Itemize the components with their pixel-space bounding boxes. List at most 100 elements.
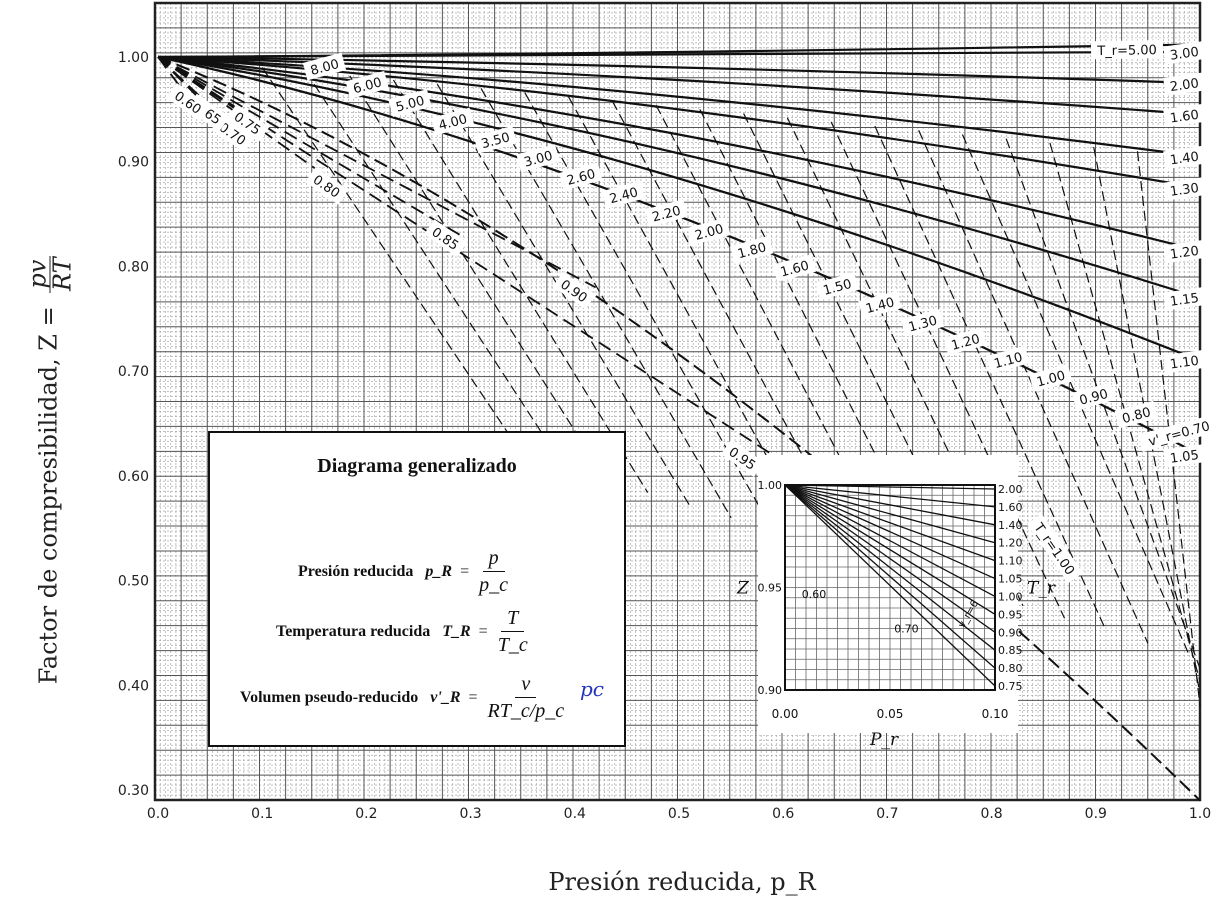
tr-label-text: 1.20: [1169, 244, 1200, 263]
vr-label: 2.60: [559, 162, 603, 191]
temperature-curve: [157, 55, 1201, 158]
pressure-label: Presión reducida: [298, 562, 414, 580]
inset-tr-line: [784, 484, 996, 508]
y-tick-label: 0.40: [118, 678, 149, 694]
vr-label-bg: [516, 144, 560, 173]
y-tick-label: 0.70: [118, 364, 149, 380]
inset-tr-label: 1.05: [998, 573, 1023, 586]
temperature-curve: [157, 56, 597, 289]
vr-label-bg: [1029, 364, 1073, 392]
vr-label-text: 1.20: [950, 332, 982, 354]
temperature-curve: [157, 55, 1201, 456]
y-axis-title: Factor de compresibilidad, Z = pv RT: [24, 240, 77, 700]
inset-x-tick: 0.05: [877, 707, 904, 721]
x-axis-title: Presión reducida, p_R: [548, 868, 816, 896]
vr-label: 1.30: [900, 309, 945, 337]
vr-label-text: 2.40: [608, 185, 640, 207]
vr-label: 2.20: [644, 199, 688, 227]
vr-label-text: 5.00: [394, 94, 426, 116]
volume-symbol: v'_R: [430, 688, 461, 706]
tr-label-bg: [166, 83, 210, 121]
tr-label: 1.30: [1163, 177, 1206, 201]
vr-label-bg: [388, 89, 432, 118]
pseudo-volume-line: [436, 83, 690, 506]
inset-tr-label: 2.00: [998, 483, 1023, 496]
vr-label-bg: [1137, 413, 1220, 453]
tr-label-bg: [424, 219, 468, 258]
inset-tr-line: [784, 484, 996, 544]
tr-label-text: 1.40: [1169, 150, 1200, 169]
tr-label-bg: [1163, 145, 1206, 170]
temperature-curve: [157, 56, 774, 456]
vr-label: 3.50: [473, 125, 517, 154]
y-tick-label: 0.50: [118, 574, 149, 590]
inset-tr-label: 0.95: [998, 608, 1023, 621]
inset-tr-label: 1.00: [998, 590, 1023, 603]
vr-label-text: 1.10: [992, 350, 1024, 372]
inset-frame: [784, 484, 996, 691]
inset-tr-label: 0.90: [998, 626, 1023, 639]
temperature-label: Temperatura reducida: [276, 622, 431, 640]
temperature-curves: [157, 43, 1201, 802]
inset-tr-line: [784, 484, 996, 526]
pseudo-volume-line: [261, 67, 524, 456]
vr-label-bg: [943, 327, 987, 356]
vr-label-text: 2.20: [651, 204, 683, 226]
volume-label: Volumen pseudo-reducido: [240, 688, 419, 706]
inset-x-title: P_r: [869, 730, 899, 750]
inset-tr-label: 1.40: [998, 519, 1023, 532]
pseudo-volume-line: [305, 71, 565, 468]
tr-label: 1.10: [1163, 349, 1206, 374]
tr-label-text: 1.15: [1169, 291, 1200, 310]
vr-label: 1.60: [772, 254, 817, 282]
vr-label: 1.20: [943, 327, 987, 356]
temperature-curve: [157, 56, 211, 110]
tr-label-bg: [1163, 103, 1206, 128]
tr-label: 1.05: [1163, 444, 1206, 468]
x-tick-label: 0.7: [876, 806, 898, 822]
vr-label-text: 1.50: [822, 277, 854, 299]
vr-label: 2.40: [601, 180, 646, 209]
vr-label: 3.00: [516, 144, 560, 173]
tr-label: 1.60: [1163, 103, 1206, 128]
vr-label-bg: [687, 217, 731, 246]
inset-tr-label: 0.80: [998, 662, 1023, 675]
tr-label-bg: [1026, 513, 1083, 584]
vr-label: 8.00: [302, 52, 347, 81]
tr-label-bg: [1163, 72, 1206, 96]
plot-frame: [153, 1, 1202, 802]
x-tick-label: 0.6: [772, 806, 794, 822]
curve-labels: T_r=5.00 3.00 2.00 1.60 1.40 1.30 1.20 1.15 1.10…: [166, 39, 1220, 584]
x-tick-label: 0.2: [355, 806, 377, 822]
inset-label: 0.70: [894, 623, 919, 636]
inset-right-title: T_r: [1027, 579, 1056, 599]
pseudo-volume-line: [392, 79, 649, 493]
pseudo-volume-line: [961, 134, 1191, 657]
inset-tr-line: [784, 484, 996, 687]
tr-label: 1.20: [1163, 240, 1206, 264]
temperature-curve: [157, 55, 1201, 362]
temperature-curve: [157, 55, 1201, 85]
vr-label-bg: [302, 52, 347, 81]
tr-label-bg: [721, 439, 765, 477]
pseudo-volume-line: [1005, 138, 1201, 669]
temperature-curve: [157, 50, 1201, 59]
inset-tr-label: 0.85: [998, 644, 1023, 657]
inset-y-tick: 0.90: [758, 684, 783, 697]
tr-label-bg: [1163, 41, 1206, 65]
vr-label-text: 8.00: [309, 57, 341, 79]
volume-num: v: [515, 671, 537, 698]
tr-label-text: 2.00: [1169, 76, 1200, 95]
vr-label: 2.00: [687, 217, 731, 246]
tr-label-text: 3.00: [1169, 45, 1200, 64]
x-tick-label: 0.4: [564, 806, 586, 822]
pressure-fraction: p p_c: [479, 545, 508, 598]
handwritten-pc-note: pc: [580, 677, 605, 701]
tr-label-bg: [226, 104, 270, 142]
temperature-symbol: T_R: [442, 622, 471, 640]
tr-label-bg: [1163, 349, 1206, 374]
vr-label-bg: [1071, 382, 1116, 411]
temperature-curve: [157, 56, 461, 236]
vr-label: 0.80: [1114, 400, 1158, 429]
temperature-curve: [157, 56, 1201, 802]
